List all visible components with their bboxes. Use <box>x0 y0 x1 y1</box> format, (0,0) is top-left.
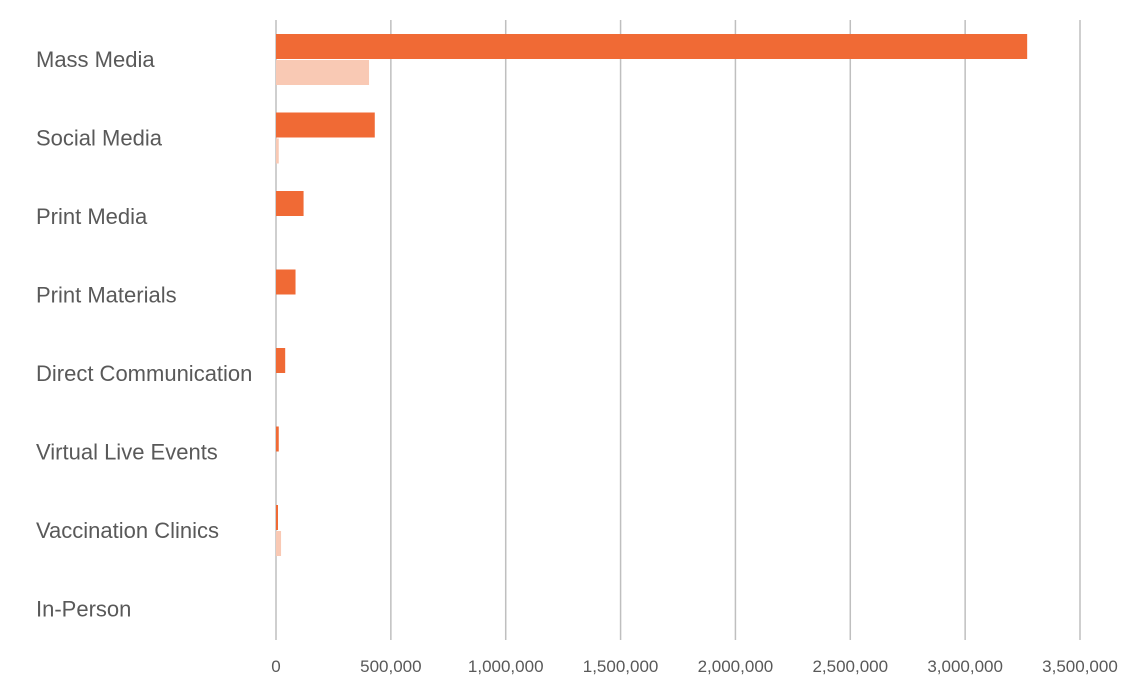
x-tick-label: 2,500,000 <box>812 657 888 676</box>
bar-series-2-social-media <box>276 138 279 164</box>
bar-series-1-mass-media <box>276 34 1028 59</box>
bar-series-1-print-media <box>276 191 304 216</box>
category-label: Print Media <box>36 204 148 229</box>
bar-series-1-print-materials <box>276 269 296 295</box>
bar-series-2-vaccination-clinics <box>276 531 282 556</box>
x-axis-tick-labels: 0 500,000 1,000,000 1,500,000 2,000,000 2,500… <box>271 657 1118 676</box>
category-label: Vaccination Clinics <box>36 518 219 543</box>
category-label: Print Materials <box>36 283 177 308</box>
x-tick-label: 0 <box>271 657 280 676</box>
bar-series-1-social-media <box>276 112 375 138</box>
bar-series-2-mass-media <box>276 60 370 85</box>
x-tick-label: 2,000,000 <box>698 657 774 676</box>
category-labels: Mass Media Social Media Print Media Print M… <box>36 47 252 622</box>
category-label: Direct Communication <box>36 361 252 386</box>
gridlines <box>275 20 1081 640</box>
x-tick-label: 3,000,000 <box>927 657 1003 676</box>
category-label: Virtual Live Events <box>36 440 218 465</box>
bar-series-1-vaccination-clinics <box>276 505 278 530</box>
x-tick-label: 1,500,000 <box>583 657 659 676</box>
x-tick-label: 3,500,000 <box>1042 657 1118 676</box>
bar-series-1-virtual-live-events <box>276 426 279 452</box>
bar-series-1-direct-communication <box>276 348 286 373</box>
category-label: Mass Media <box>36 47 155 72</box>
x-tick-label: 500,000 <box>360 657 421 676</box>
bars <box>276 34 1028 556</box>
x-tick-label: 1,000,000 <box>468 657 544 676</box>
category-label: In-Person <box>36 597 131 622</box>
category-label: Social Media <box>36 126 163 151</box>
